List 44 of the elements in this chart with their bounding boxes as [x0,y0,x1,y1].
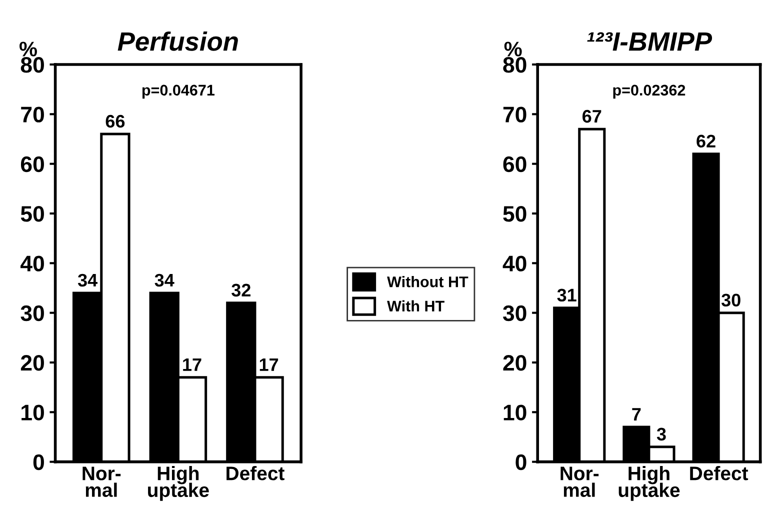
chart-title: Perfusion [118,31,238,51]
data-label: 32 [232,284,250,297]
y-tick-label: 10 [504,404,526,420]
legend-label: Without HT [387,276,468,288]
annotation: p=0.04671 [142,84,214,99]
y-tick-label: 20 [20,355,44,371]
y-tick-label: 10 [22,404,44,420]
y-tick-label: 40 [502,256,526,272]
data-label: 67 [582,110,602,123]
data-label: 34 [154,274,174,287]
chart-title: ¹²³I-BMIPP [587,32,712,51]
x-tick-label: Nor- mal [82,466,121,497]
y-axis-title: % [504,42,522,56]
data-label: 62 [696,134,716,148]
y-tick-label: 0 [516,454,526,470]
y-tick-label: 20 [503,355,526,371]
y-tick-label: 80 [503,57,526,73]
y-tick-label: 40 [20,256,44,272]
y-tick-label: 50 [503,206,526,222]
y-tick-label: 70 [21,106,44,122]
data-label: 7 [632,408,641,421]
y-tick-label: 0 [33,454,44,470]
data-label: 17 [183,358,202,371]
y-tick-label: 30 [20,305,44,322]
y-tick-label: 60 [503,156,526,172]
x-tick-label: Defect [226,466,284,480]
y-tick-label: 80 [20,57,44,73]
data-label: 31 [557,288,576,302]
data-label: 30 [721,294,740,307]
data-label: 3 [656,428,666,441]
data-label: 34 [78,274,98,287]
data-label: 66 [106,114,125,128]
y-tick-label: 70 [503,106,526,122]
x-tick-label: Defect [690,466,748,480]
x-tick-label: High uptake [618,466,680,501]
y-tick-label: 50 [20,206,44,222]
y-tick-label: 30 [502,305,526,322]
x-tick-label: Nor- mal [560,466,599,497]
legend-label: With HT [387,300,444,312]
annotation: p=0.02362 [613,84,686,99]
y-axis-title: % [20,42,37,56]
y-tick-label: 60 [20,156,44,172]
data-label: 17 [260,358,278,371]
x-tick-label: High uptake [148,466,209,501]
